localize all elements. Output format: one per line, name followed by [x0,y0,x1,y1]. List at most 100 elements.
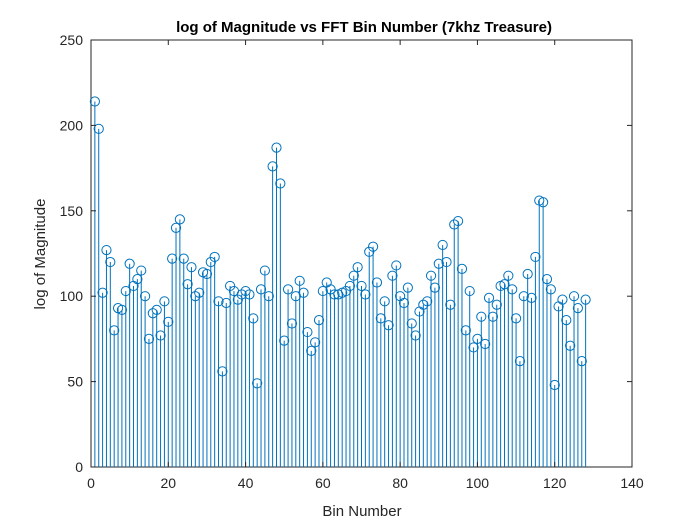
stem-marker [201,268,213,280]
stem-marker [93,123,104,134]
stem-marker [232,294,243,305]
stem-marker [170,222,182,233]
stem-marker [151,304,162,315]
stem-marker [120,285,131,297]
stem-marker [507,284,518,295]
stem-marker [530,251,541,263]
stem-marker [541,274,553,285]
stem-marker [89,96,100,107]
stem-marker [576,356,587,367]
stem-marker [116,304,128,315]
stem-marker [306,345,317,356]
stem-marker [167,253,178,264]
stem-marker [298,287,309,298]
stem-marker [313,315,325,326]
stem-marker [410,330,421,341]
stem-marker [472,333,483,344]
stem-marker [429,282,441,293]
x-tick-label: 100 [466,475,490,491]
stem-marker [464,285,475,297]
stem-marker [499,279,510,290]
stem-marker [105,256,116,268]
x-tick-label: 0 [87,475,95,491]
stem-marker [580,294,591,305]
stem-marker [348,270,359,281]
stem-marker [360,289,371,300]
stem-marker [483,292,495,304]
y-axis-label: log of Magnitude [32,199,49,310]
stem-marker [356,280,367,292]
stem-marker [186,262,197,273]
stem-marker [344,280,356,292]
stem-marker [418,299,429,310]
stem-marker [329,289,340,300]
stem-marker [302,326,313,338]
stem-marker [140,291,151,302]
stem-marker [468,342,479,353]
stem-marker [143,333,155,344]
stem-marker [182,279,193,290]
stem-marker [209,251,220,263]
stem-marker [460,325,471,336]
stem-marker [491,299,502,310]
stem-marker [383,320,394,331]
stem-marker [101,244,112,256]
stem-marker [282,284,294,295]
y-tick-label: 50 [67,374,83,390]
stem-marker [503,270,514,281]
stem-marker [425,270,437,281]
stem-marker [476,311,487,322]
stem-marker [387,270,398,281]
y-tick-label: 100 [60,288,84,304]
stem-marker [557,294,568,305]
stem-marker [236,289,247,300]
stem-marker [159,296,170,307]
stem-marker [364,246,375,257]
stem-marker [244,289,255,300]
stem-marker [518,291,529,302]
stem-marker [437,239,448,251]
stem-marker [449,219,460,230]
x-tick-label: 20 [160,475,176,491]
marker-series [89,96,591,391]
stem-marker [194,287,205,298]
stem-marker [402,282,413,293]
stem-marker [572,303,584,314]
stem-marker [538,197,549,208]
stem-marker [248,313,259,324]
stem-marker [549,379,560,391]
y-tick-label: 250 [60,32,84,48]
stem-marker [391,260,402,271]
y-tick-label: 150 [60,203,84,219]
stem-marker [487,311,498,322]
stem-marker [132,274,143,285]
stem-marker [325,284,336,295]
stem-marker [252,378,263,389]
stem-marker [406,318,417,329]
stem-marker [510,313,522,324]
stem-marker [480,338,491,350]
stem-marker [379,296,390,307]
y-axis-ticks: 0 50 100 150 200 250 [60,32,632,475]
stem-marker [545,284,556,295]
stem-marker [565,340,576,351]
x-axis-label: Bin Number [322,503,401,520]
stem-marker [174,214,185,225]
stem-marker [522,268,533,280]
stem-marker [221,297,232,309]
stem-marker [147,308,158,319]
stem-marker [279,335,290,346]
stem-marker [433,258,444,269]
stem-marker [367,241,379,252]
stem-marker [205,256,216,268]
x-tick-label: 40 [238,475,254,491]
x-tick-label: 140 [620,475,644,491]
stem-marker [178,253,189,264]
stem-marker [568,291,580,302]
stem-marker [163,316,174,327]
stem-marker [445,299,456,310]
stem-marker [240,285,251,297]
stem-marker [422,296,433,307]
stem-marker [294,275,305,286]
